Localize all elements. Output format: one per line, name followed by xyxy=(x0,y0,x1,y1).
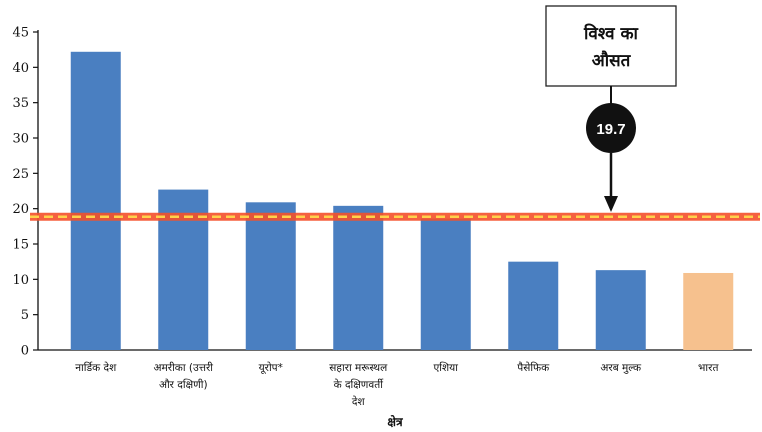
world-average-callout: विश्व का औसत 19.7 xyxy=(545,5,677,212)
chart-axes: 0 5 10 15 20 25 30 35 40 45 xyxy=(12,26,752,359)
bar xyxy=(70,51,121,350)
y-tick-label: 20 xyxy=(12,202,29,217)
category-label: यूरोप* xyxy=(259,361,283,374)
bar xyxy=(683,272,734,350)
average-value-bubble xyxy=(586,103,636,153)
category-label: अरब मुल्क xyxy=(600,362,642,374)
y-tick-label: 45 xyxy=(12,26,29,41)
y-tick-label: 25 xyxy=(12,167,29,182)
category-label: के दक्षिणवर्ती xyxy=(334,378,385,391)
callout-line-2: औसत xyxy=(592,50,632,71)
y-tick-label: 10 xyxy=(12,273,29,288)
bar xyxy=(333,205,384,350)
callout-line-1: विश्व का xyxy=(583,23,639,44)
category-label: भारत xyxy=(698,362,719,374)
y-tick-label: 0 xyxy=(21,344,29,359)
average-value-label: 19.7 xyxy=(596,121,625,138)
category-label: अमरीका (उत्तरी xyxy=(153,361,213,374)
bar xyxy=(420,218,471,350)
y-tick-label: 40 xyxy=(12,61,29,76)
callout-box xyxy=(545,5,677,87)
y-tick-label: 35 xyxy=(12,96,29,111)
y-tick-label: 15 xyxy=(12,238,29,253)
bar xyxy=(508,261,559,350)
bar xyxy=(595,270,646,350)
bar xyxy=(245,202,296,350)
category-label: नार्डिक देश xyxy=(75,361,117,374)
y-tick-label: 30 xyxy=(12,132,29,147)
y-tick-label: 5 xyxy=(21,308,29,323)
category-label: पैसेफिक xyxy=(517,361,550,374)
category-label: एशिया xyxy=(434,361,459,374)
category-label: सहारा मरूस्थल xyxy=(329,362,388,374)
category-label: और दक्षिणी) xyxy=(159,378,208,391)
bars-group xyxy=(70,51,734,350)
category-label: देश xyxy=(352,395,366,408)
category-labels-group: नार्डिक देश अमरीका (उत्तरी और दक्षिणी) यूरो… xyxy=(75,361,719,408)
average-arrow-head xyxy=(604,196,618,212)
x-axis-title: क्षेत्र xyxy=(387,415,404,429)
